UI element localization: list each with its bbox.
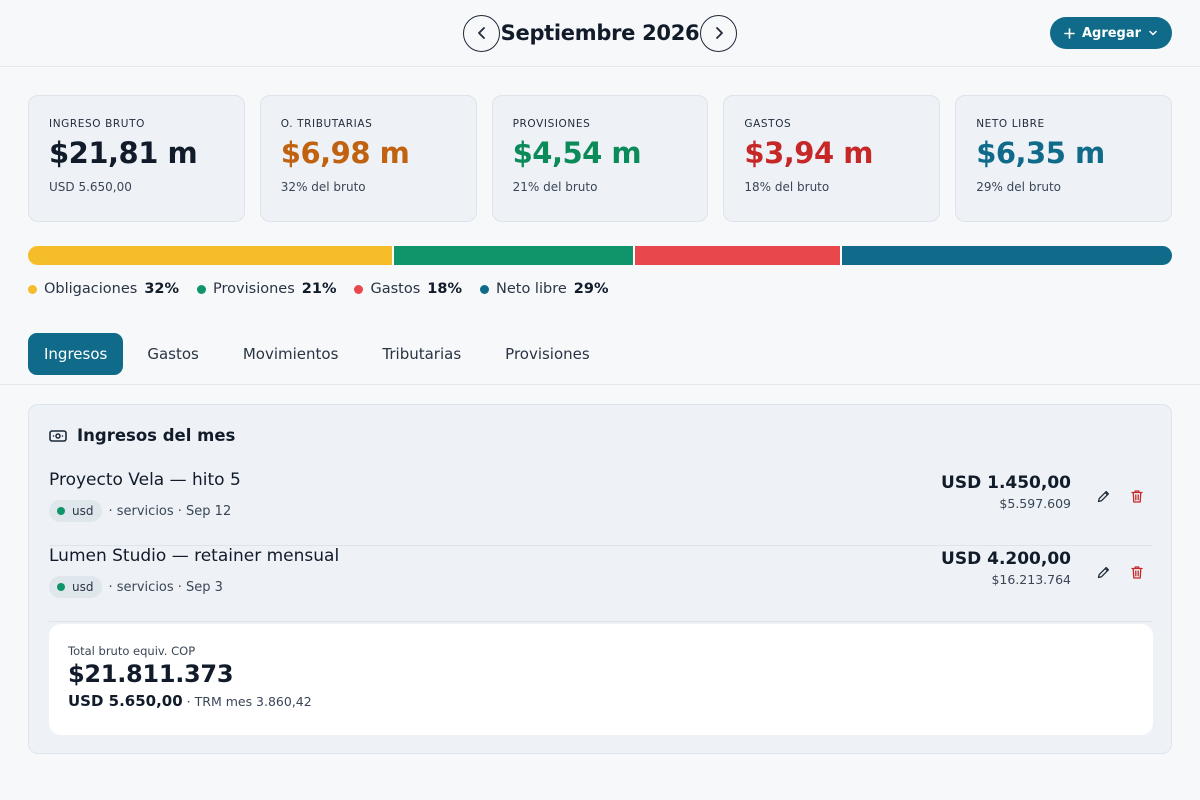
pencil-icon [1097, 490, 1109, 502]
chevron-down-icon [1149, 30, 1157, 36]
amount-usd: USD 4.200,00 [941, 549, 1071, 569]
distribution-bar [28, 246, 1172, 265]
amount-cop: $16.213.764 [991, 572, 1071, 587]
legend-percent: 32% [144, 281, 180, 297]
card-ingreso-bruto: INGRESO BRUTO $21,81 m USD 5.650,00 [28, 95, 245, 222]
currency-label: usd [72, 504, 94, 518]
section-tabs: Ingresos Gastos Movimientos Tributarias … [28, 333, 610, 375]
card-label: O. TRIBUTARIAS [280, 118, 373, 130]
total-value: $21.811.373 [68, 660, 234, 688]
delete-button[interactable] [1125, 484, 1149, 508]
panel-header: Ingresos del mes [49, 426, 235, 445]
tab-ingresos[interactable]: Ingresos [28, 333, 124, 375]
legend-dot [480, 284, 489, 294]
legend-dot [354, 284, 364, 294]
income-details: · servicios · Sep 12 [108, 503, 232, 519]
income-details: · servicios · Sep 3 [108, 579, 223, 595]
card-gastos: GASTOS $3,94 m 18% del bruto [723, 95, 941, 222]
card-value: $21,81 m [49, 136, 198, 170]
currency-badge: usd [49, 500, 103, 522]
total-trm: · TRM mes 3.860,42 [186, 694, 312, 709]
cash-icon [49, 429, 67, 442]
total-footer: USD 5.650,00 · TRM mes 3.860,42 [68, 692, 1134, 710]
legend-label: Provisiones [213, 281, 295, 297]
add-button-label: Agregar [1081, 25, 1142, 41]
tabs-divider [0, 384, 1200, 385]
edit-button[interactable] [1091, 560, 1115, 584]
total-label: Total bruto equiv. COP [68, 644, 196, 658]
currency-label: usd [72, 580, 94, 594]
total-usd: USD 5.650,00 [68, 692, 183, 710]
pencil-icon [1097, 566, 1109, 578]
income-amount: USD 4.200,00 $16.213.764 [941, 549, 1071, 587]
trash-icon [1131, 489, 1143, 503]
income-row: Proyecto Vela — hito 5 usd · servicios ·… [49, 470, 1153, 546]
delete-button[interactable] [1125, 560, 1149, 584]
card-subtext: 29% del bruto [976, 180, 1062, 194]
card-subtext: 21% del bruto [512, 180, 598, 194]
add-button[interactable]: Agregar [1050, 17, 1172, 49]
next-month-button[interactable] [700, 14, 737, 52]
prev-month-button[interactable] [463, 14, 500, 52]
chevron-right-icon [715, 27, 723, 39]
legend-item-gastos: Gastos 18% [354, 281, 462, 297]
legend-item-neto-libre: Neto libre 29% [480, 281, 608, 297]
currency-dot [57, 507, 65, 515]
tab-tributarias[interactable]: Tributarias [382, 345, 462, 363]
tab-gastos[interactable]: Gastos [147, 345, 199, 363]
legend-dot [28, 284, 37, 294]
card-value: $6,35 m [976, 136, 1105, 170]
card-label: PROVISIONES [512, 118, 591, 130]
card-label: GASTOS [744, 118, 792, 130]
card-value: $6,98 m [280, 136, 410, 170]
card-obligaciones-tributarias: O. TRIBUTARIAS $6,98 m 32% del bruto [259, 95, 477, 222]
card-subtext: 18% del bruto [744, 180, 830, 194]
card-label: NETO LIBRE [976, 118, 1045, 130]
card-value: $4,54 m [512, 136, 642, 170]
income-meta: usd · servicios · Sep 3 [49, 576, 223, 598]
segment-gastos [635, 246, 840, 265]
trash-icon [1131, 565, 1143, 579]
legend-percent: 29% [573, 281, 609, 297]
currency-badge: usd [49, 576, 103, 598]
legend-percent: 18% [427, 281, 462, 297]
ingresos-panel: Ingresos del mes Proyecto Vela — hito 5 … [28, 404, 1172, 754]
edit-button[interactable] [1091, 484, 1115, 508]
legend-percent: 21% [301, 281, 337, 297]
card-neto-libre: NETO LIBRE $6,35 m 29% del bruto [955, 95, 1172, 222]
segment-obligaciones [28, 246, 393, 265]
panel-title: Ingresos del mes [77, 426, 236, 445]
income-amount: USD 1.450,00 $5.597.609 [941, 473, 1071, 511]
income-title: Lumen Studio — retainer mensual [49, 546, 340, 566]
legend-label: Obligaciones [44, 281, 138, 297]
legend-label: Neto libre [496, 281, 567, 297]
legend-item-obligaciones: Obligaciones 32% [28, 281, 179, 297]
chevron-left-icon [477, 27, 485, 39]
amount-usd: USD 1.450,00 [941, 473, 1071, 493]
card-subtext: 32% del bruto [280, 180, 366, 194]
total-summary: Total bruto equiv. COP $21.811.373 USD 5… [49, 624, 1153, 735]
plus-icon [1064, 27, 1075, 39]
tab-provisiones[interactable]: Provisiones [505, 345, 590, 363]
card-provisiones: PROVISIONES $4,54 m 21% del bruto [491, 95, 709, 222]
tab-movimientos[interactable]: Movimientos [242, 345, 339, 363]
income-row: Lumen Studio — retainer mensual usd · se… [49, 546, 1153, 622]
card-subtext: USD 5.650,00 [49, 180, 132, 194]
card-label: INGRESO BRUTO [49, 118, 145, 130]
income-title: Proyecto Vela — hito 5 [49, 470, 241, 490]
month-title: Septiembre 2026 [500, 21, 700, 45]
distribution-legend: Obligaciones 32% Provisiones 21% Gastos … [28, 279, 608, 299]
legend-label: Gastos [370, 281, 421, 297]
amount-cop: $5.597.609 [999, 496, 1071, 511]
month-navigator: Septiembre 2026 [463, 14, 737, 52]
card-value: $3,94 m [744, 136, 873, 170]
summary-cards: INGRESO BRUTO $21,81 m USD 5.650,00 O. T… [28, 95, 1172, 222]
income-meta: usd · servicios · Sep 12 [49, 500, 231, 522]
legend-dot [197, 284, 207, 294]
segment-provisiones [394, 246, 634, 265]
top-bar: Septiembre 2026 Agregar [0, 0, 1200, 67]
currency-dot [57, 583, 65, 591]
legend-item-provisiones: Provisiones 21% [197, 281, 336, 297]
segment-neto-libre [841, 246, 1172, 265]
